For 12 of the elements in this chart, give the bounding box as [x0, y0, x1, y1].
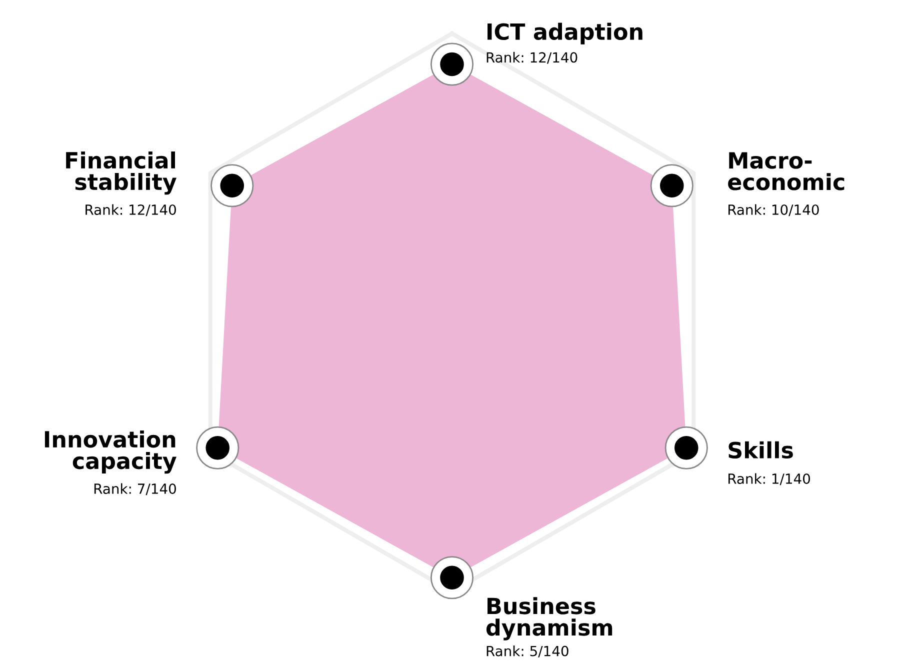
- text: Rank: 12/140: [86, 204, 176, 216]
- text: Rank: 5/140: [486, 646, 568, 658]
- spoke-label: Business dynamism: [486, 597, 612, 640]
- spoke-label: Macro- economic: [728, 152, 844, 190]
- text: Rank: 12/140: [486, 52, 578, 64]
- text: Rank: 7/140: [94, 483, 176, 496]
- spoke-label: Financial stability: [66, 151, 176, 195]
- text: Rank: 10/140: [728, 204, 819, 216]
- spoke-label: Innovation capacity: [44, 430, 176, 474]
- spoke-label: ICT adaption: [488, 22, 642, 44]
- spoke-label: Skills: [728, 441, 793, 459]
- text: Rank: 1/140: [728, 473, 810, 486]
